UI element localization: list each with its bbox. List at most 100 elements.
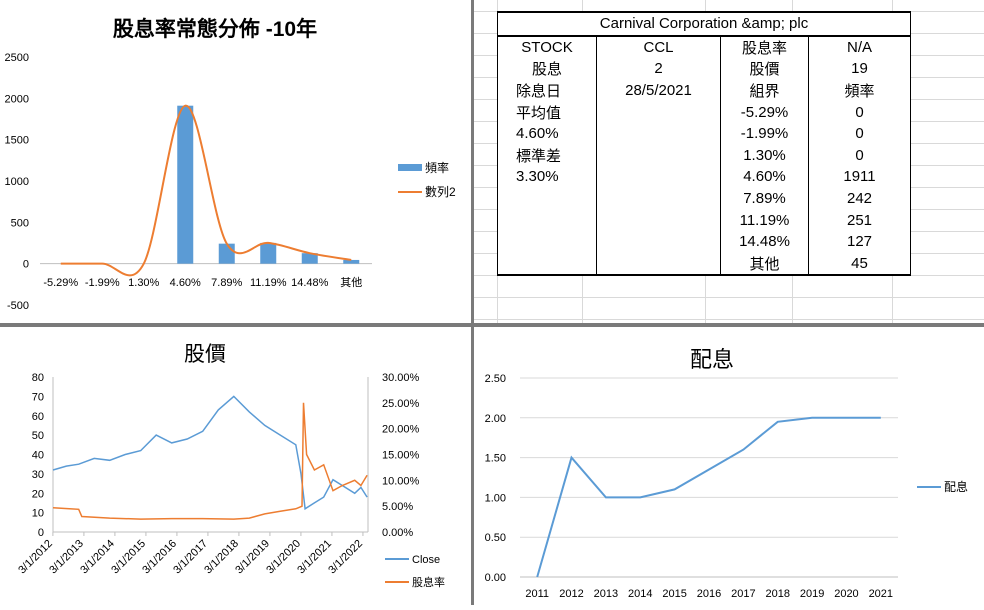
left-y-tick-label: 50 bbox=[32, 430, 44, 442]
table-cell[interactable] bbox=[596, 209, 721, 231]
horizontal-divider bbox=[0, 323, 984, 327]
left-y-tick-label: 0 bbox=[38, 527, 44, 539]
table-cell[interactable]: 4.60% bbox=[720, 166, 809, 188]
table-cell[interactable] bbox=[497, 209, 597, 231]
table-cell[interactable]: 242 bbox=[808, 187, 911, 210]
price-chart[interactable]: 股價 0 10 20 30 40 50 60 70 80 0.00% 5.00% 10.00% 15.0… bbox=[0, 327, 471, 605]
x-tick-label: 2016 bbox=[697, 588, 721, 600]
right-y-tick-label: 0.00% bbox=[382, 527, 413, 539]
frequency-bar bbox=[343, 259, 360, 264]
table-cell[interactable] bbox=[596, 230, 721, 253]
table-cell[interactable] bbox=[497, 252, 597, 277]
x-tick-label: 2019 bbox=[800, 588, 824, 600]
x-tick-label: 2015 bbox=[662, 588, 686, 600]
table-cell[interactable]: 0 bbox=[808, 144, 911, 167]
x-tick-label: 2020 bbox=[834, 588, 858, 600]
table-cell[interactable]: 251 bbox=[808, 209, 911, 231]
x-tick-label: -1.99% bbox=[85, 277, 120, 289]
y-tick-label: 1000 bbox=[5, 176, 29, 188]
left-y-tick-label: 80 bbox=[32, 372, 44, 384]
table-row: 14.48% 127 bbox=[497, 230, 911, 253]
x-tick-label: 2013 bbox=[594, 588, 618, 600]
x-tick-label: 2011 bbox=[525, 588, 549, 600]
legend-swatch-frequency bbox=[398, 164, 422, 171]
table-cell[interactable]: 14.48% bbox=[720, 230, 809, 253]
x-tick-label: 2018 bbox=[765, 588, 789, 600]
table-cell[interactable]: 頻率 bbox=[808, 79, 911, 102]
table-row: 3.30% 4.60% 1911 bbox=[497, 166, 911, 188]
right-y-tick-label: 5.00% bbox=[382, 501, 413, 513]
table-cell[interactable]: 28/5/2021 bbox=[596, 79, 721, 102]
table-cell[interactable]: 19 bbox=[808, 58, 911, 80]
table-cell[interactable]: 其他 bbox=[720, 252, 809, 277]
table-cell[interactable]: 2 bbox=[596, 58, 721, 80]
x-tick-label: 2021 bbox=[869, 588, 893, 600]
table-cell[interactable]: 45 bbox=[808, 252, 911, 277]
table-row: 4.60% -1.99% 0 bbox=[497, 122, 911, 145]
table-cell[interactable] bbox=[596, 144, 721, 167]
left-y-tick-label: 20 bbox=[32, 488, 44, 500]
table-cell[interactable]: 0 bbox=[808, 101, 911, 123]
dividend-yield-distribution-chart[interactable]: 股息率常態分佈 -10年 -500 0 500 1000 1500 2000 2500 -5.… bbox=[0, 0, 471, 323]
x-tick-label: 14.48% bbox=[291, 277, 329, 289]
legend-label-dividend: 配息 bbox=[944, 479, 968, 494]
distribution-chart-title: 股息率常態分佈 -10年 bbox=[113, 17, 317, 41]
y-tick-label: 1500 bbox=[5, 135, 29, 147]
table-cell[interactable]: CCL bbox=[596, 35, 721, 59]
distribution-chart-svg: 股息率常態分佈 -10年 -500 0 500 1000 1500 2000 2500 -5.… bbox=[5, 17, 456, 312]
y-tick-label: 1.50 bbox=[485, 453, 506, 465]
table-cell[interactable] bbox=[596, 187, 721, 210]
x-tick-label: 2012 bbox=[559, 588, 583, 600]
table-cell[interactable]: 股息 bbox=[497, 58, 597, 80]
table-cell[interactable]: N/A bbox=[808, 35, 911, 59]
stock-info-table: Carnival Corporation &amp; plc STOCK CCL 股息… bbox=[497, 11, 911, 277]
x-tick-label: 1.30% bbox=[128, 277, 159, 289]
table-cell[interactable] bbox=[596, 101, 721, 123]
dividend-yield-line bbox=[52, 402, 368, 520]
table-cell[interactable]: 平均值 bbox=[497, 101, 597, 123]
x-tick-label: 其他 bbox=[340, 276, 362, 289]
table-cell[interactable]: 127 bbox=[808, 230, 911, 253]
table-cell[interactable] bbox=[596, 252, 721, 277]
table-cell[interactable]: 股價 bbox=[720, 58, 809, 80]
y-tick-label: 2000 bbox=[5, 93, 29, 105]
table-cell[interactable]: 股息率 bbox=[720, 35, 809, 59]
left-y-tick-label: 10 bbox=[32, 508, 44, 520]
table-cell[interactable]: 3.30% bbox=[497, 166, 597, 188]
table-cell[interactable]: 11.19% bbox=[720, 209, 809, 231]
y-tick-label: 0 bbox=[23, 259, 29, 271]
table-row: 除息日 28/5/2021 組界 頻率 bbox=[497, 79, 911, 102]
frequency-bar bbox=[177, 105, 194, 264]
x-tick-label: 4.60% bbox=[170, 277, 201, 289]
table-cell[interactable]: STOCK bbox=[497, 35, 597, 59]
table-cell[interactable]: 1911 bbox=[808, 166, 911, 188]
table-cell[interactable]: 1.30% bbox=[720, 144, 809, 167]
dividend-chart[interactable]: 配息 0.00 0.50 1.00 1.50 2.00 2.50 2011 2012 2013 2… bbox=[474, 327, 984, 605]
left-y-tick-label: 60 bbox=[32, 411, 44, 423]
table-cell[interactable]: 0 bbox=[808, 122, 911, 145]
x-tick-label: 11.19% bbox=[250, 277, 287, 289]
table-cell[interactable]: 組界 bbox=[720, 79, 809, 102]
sheet-gridline bbox=[474, 319, 984, 320]
legend-label-series2: 數列2 bbox=[425, 185, 456, 199]
table-cell[interactable]: 除息日 bbox=[497, 79, 597, 102]
table-row: 標準差 1.30% 0 bbox=[497, 144, 911, 167]
right-y-tick-label: 15.00% bbox=[382, 450, 420, 462]
table-title-row: Carnival Corporation &amp; plc bbox=[497, 11, 911, 37]
table-cell[interactable]: -5.29% bbox=[720, 101, 809, 123]
y-tick-label: 1.00 bbox=[485, 492, 506, 504]
y-tick-label: 0.50 bbox=[485, 532, 506, 544]
right-y-tick-label: 30.00% bbox=[382, 372, 420, 384]
x-tick-label: 2014 bbox=[628, 588, 652, 600]
table-cell[interactable]: -1.99% bbox=[720, 122, 809, 145]
table-cell[interactable] bbox=[497, 187, 597, 210]
table-cell[interactable]: 標準差 bbox=[497, 144, 597, 167]
table-cell[interactable] bbox=[596, 122, 721, 145]
table-cell[interactable]: 4.60% bbox=[497, 122, 597, 145]
table-cell[interactable] bbox=[497, 230, 597, 253]
table-cell[interactable] bbox=[596, 166, 721, 188]
table-cell[interactable]: 7.89% bbox=[720, 187, 809, 210]
table-row: 平均值 -5.29% 0 bbox=[497, 101, 911, 123]
y-tick-label: 500 bbox=[11, 217, 29, 229]
frequency-bar bbox=[218, 243, 235, 264]
